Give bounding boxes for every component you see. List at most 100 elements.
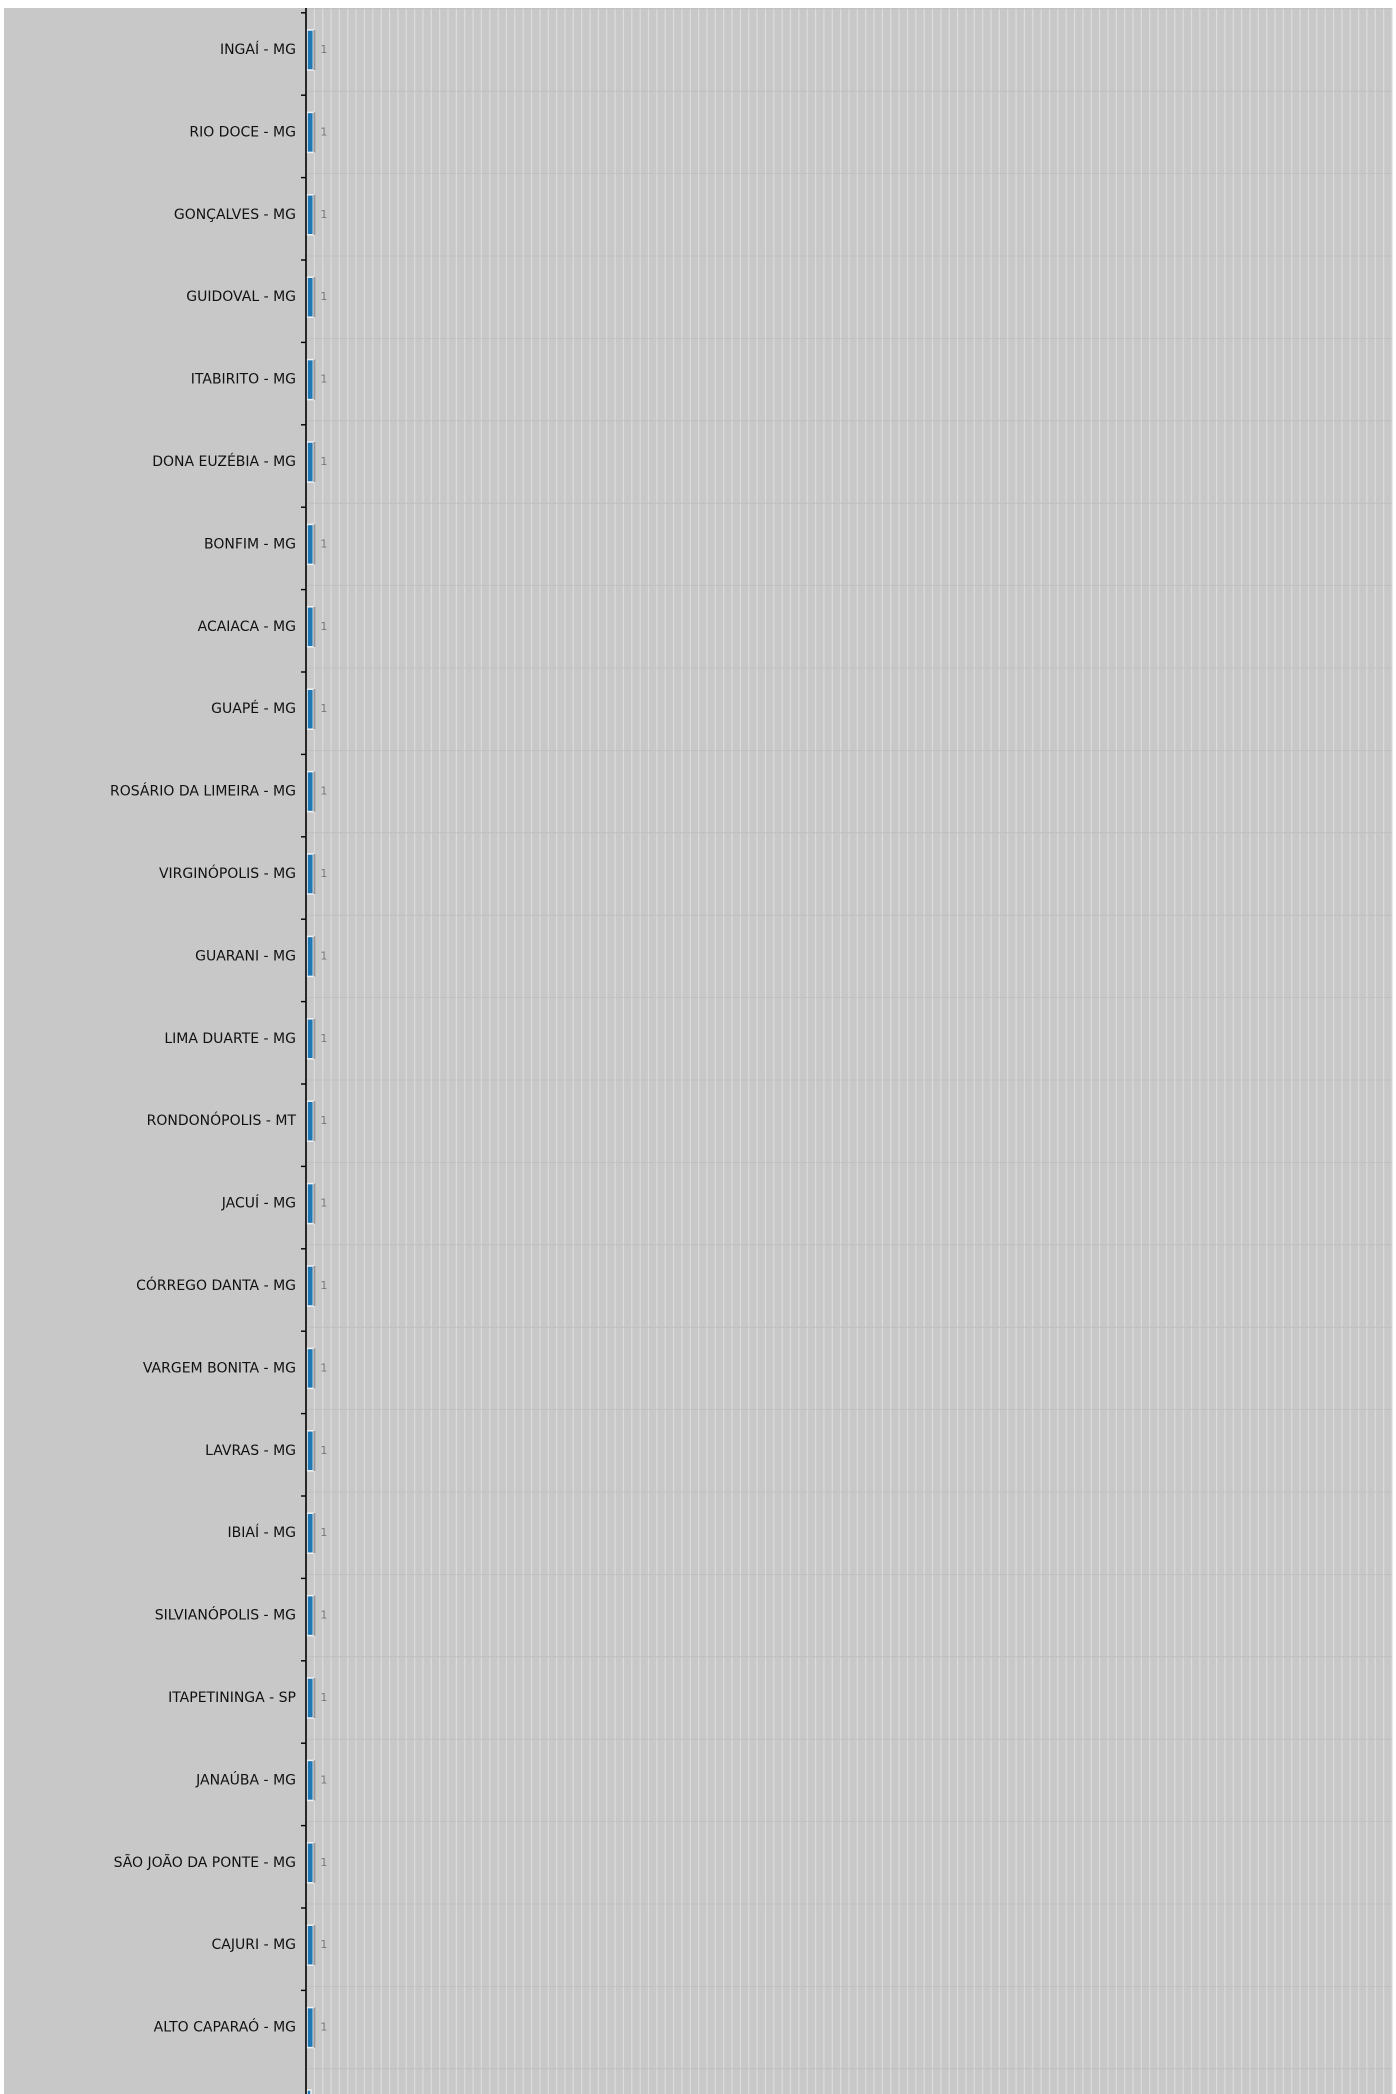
category-label: ROSÁRIO DA LIMEIRA - MG <box>110 783 296 800</box>
value-label: 1 <box>320 867 327 880</box>
bar-shadow <box>313 854 316 894</box>
bar <box>306 1347 315 1390</box>
bar-shadow <box>313 1595 316 1636</box>
bar <box>306 1430 315 1472</box>
bar-shadow <box>313 112 316 153</box>
bar <box>306 441 315 483</box>
grid-lines <box>306 8 1393 2094</box>
bar-shadow <box>313 1266 316 1306</box>
bar-shadow <box>313 1183 316 1224</box>
bar-shadow <box>313 194 316 235</box>
category-label: VIRGINÓPOLIS - MG <box>159 864 296 882</box>
value-label: 1 <box>320 1856 327 1869</box>
bar-shadow <box>313 1842 316 1883</box>
category-label: JACUÍ - MG <box>221 1195 296 1212</box>
bar <box>306 688 315 730</box>
bar <box>306 853 315 895</box>
bar-shadow <box>313 1678 316 1718</box>
value-label: 1 <box>320 1361 327 1374</box>
category-label: CAJURI - MG <box>212 1937 296 1953</box>
value-label: 1 <box>320 1279 327 1292</box>
category-label: GUAPÉ - MG <box>211 700 296 717</box>
bar-shadow <box>313 442 316 482</box>
bar <box>306 606 315 648</box>
y-axis <box>301 8 307 2094</box>
bar <box>306 1100 315 1142</box>
category-label: JANAÚBA - MG <box>195 1770 296 1788</box>
value-label: 1 <box>320 1032 327 1045</box>
value-label: 1 <box>320 1691 327 1704</box>
value-label: 1 <box>320 1526 327 1539</box>
category-label: RONDONÓPOLIS - MT <box>147 1111 297 1129</box>
category-label: VARGEM BONITA - MG <box>143 1360 296 1376</box>
bar-shadow <box>313 606 316 647</box>
category-label: LAVRAS - MG <box>205 1443 296 1459</box>
value-label: 1 <box>320 620 327 633</box>
bar <box>306 935 315 978</box>
value-label: 1 <box>320 785 327 798</box>
value-label: 1 <box>320 455 327 468</box>
value-label: 1 <box>320 1938 327 1951</box>
bar-shadow <box>313 936 316 977</box>
bars-group <box>306 29 316 2094</box>
bar <box>306 1842 315 1884</box>
bar <box>306 1594 315 1637</box>
category-label: IBIAÍ - MG <box>228 1524 296 1541</box>
category-label: ALTO CAPARAÓ - MG <box>154 2018 296 2036</box>
bar <box>306 1759 315 1802</box>
bar <box>306 276 315 318</box>
bar <box>306 770 315 813</box>
bar <box>306 523 315 566</box>
value-label: 1 <box>320 1197 327 1210</box>
bar-shadow <box>313 524 316 565</box>
category-label: BONFIM - MG <box>204 536 296 552</box>
bar <box>306 1677 315 1719</box>
value-label: 1 <box>320 1114 327 1127</box>
value-label: 1 <box>320 949 327 962</box>
category-label: DONA EUZÉBIA - MG <box>152 453 296 470</box>
category-label: ITAPETININGA - SP <box>168 1690 296 1706</box>
bar-shadow <box>313 1348 316 1389</box>
bar-shadow <box>313 1101 316 1142</box>
value-label: 1 <box>320 43 327 56</box>
bar-shadow <box>313 1513 316 1554</box>
category-label: SÃO JOÃO DA PONTE - MG <box>114 1854 296 1871</box>
value-label: 1 <box>320 2021 327 2034</box>
plot-background <box>4 8 1392 2094</box>
value-labels: 1 1 1 1 1 1 1 1 1 1 1 1 1 1 1 1 1 1 1 1 1 1 1 1 1 <box>320 43 327 2034</box>
bar <box>306 2006 315 2049</box>
value-label: 1 <box>320 290 327 303</box>
category-label: ITABIRITO - MG <box>191 372 296 388</box>
category-label: LIMA DUARTE - MG <box>164 1031 296 1047</box>
bar <box>306 1018 315 1060</box>
bar <box>306 111 315 154</box>
bar-shadow <box>313 30 316 70</box>
category-label: SILVIANÓPOLIS - MG <box>155 1606 296 1624</box>
bar-shadow <box>313 1760 316 1801</box>
bar <box>306 1182 315 1225</box>
category-label: RIO DOCE - MG <box>189 124 296 140</box>
category-label: INGAÍ - MG <box>220 41 296 58</box>
value-label: 1 <box>320 208 327 221</box>
value-label: 1 <box>320 702 327 715</box>
bar-shadow <box>313 2007 316 2048</box>
bar-partial <box>306 2089 312 2094</box>
value-label: 1 <box>320 1444 327 1457</box>
category-label: GUIDOVAL - MG <box>186 289 296 305</box>
bar-shadow <box>313 689 316 730</box>
bar-shadow <box>313 1430 316 1471</box>
bar <box>306 1512 315 1554</box>
value-label: 1 <box>320 537 327 550</box>
category-label: GUARANI - MG <box>195 948 296 964</box>
value-label: 1 <box>320 1773 327 1786</box>
category-label: GONÇALVES - MG <box>174 207 296 223</box>
bar <box>306 358 315 401</box>
category-label: ACAIACA - MG <box>198 619 296 635</box>
bar <box>306 29 315 71</box>
category-labels: INGAÍ - MG RIO DOCE - MG GONÇALVES - MG GUI… <box>110 41 296 2036</box>
bar-shadow <box>313 359 316 400</box>
bar-shadow <box>313 277 316 318</box>
bar <box>306 1265 315 1307</box>
